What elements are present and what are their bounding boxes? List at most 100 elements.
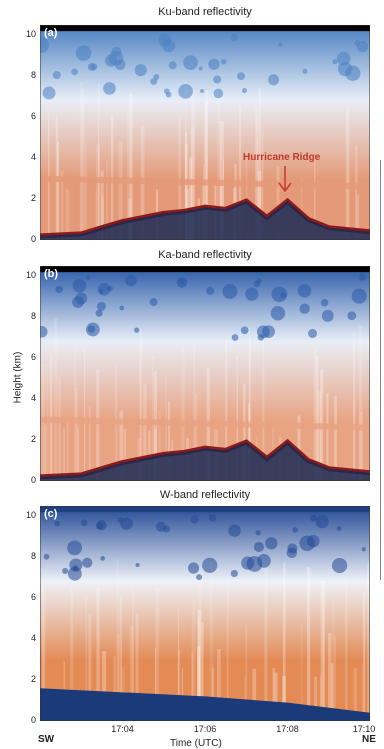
fall-streak <box>262 342 265 481</box>
y-tick-label: 8 <box>30 551 36 562</box>
terrain-fill <box>40 442 370 481</box>
y-tick-label: 4 <box>30 633 36 644</box>
echo-patch <box>257 334 265 341</box>
echo-patch <box>183 55 198 71</box>
echo-patch <box>331 557 348 574</box>
echo-patch <box>100 556 106 561</box>
echo-patch <box>310 514 318 522</box>
y-tick-label: 6 <box>30 352 36 363</box>
echo-patch <box>358 273 367 281</box>
y-tick-label: 6 <box>30 111 36 122</box>
melting-layer-line <box>40 416 370 431</box>
fall-streak <box>258 87 261 240</box>
fall-streak <box>245 625 248 721</box>
fall-streak <box>201 622 204 721</box>
fall-streak <box>205 90 209 240</box>
annotation-arrow-icon <box>278 166 292 193</box>
fall-streak <box>139 328 142 481</box>
echo-patch <box>125 274 137 287</box>
echo-patch <box>71 68 78 76</box>
fall-streak <box>194 393 198 481</box>
fall-streak <box>245 149 248 240</box>
echo-patch <box>237 72 246 81</box>
echo-patch <box>268 74 280 86</box>
echo-patch <box>332 59 338 65</box>
y-tick-label: 10 <box>25 29 36 40</box>
fall-streak <box>212 667 214 721</box>
echo-patch <box>62 567 69 575</box>
echo-patch <box>299 303 310 314</box>
fall-streak <box>61 170 64 240</box>
y-tick-label: 0 <box>30 475 36 485</box>
fall-streak <box>63 428 65 481</box>
y-tick-label: 0 <box>30 234 36 244</box>
fall-streak <box>127 107 129 240</box>
fall-streak <box>193 344 196 481</box>
fall-streak <box>236 356 238 481</box>
y-tick-label: 8 <box>30 311 36 322</box>
echo-patch <box>114 59 126 71</box>
echo-patch <box>134 64 147 77</box>
echo-patch <box>72 296 84 308</box>
adjacent-figure-edge <box>380 160 381 580</box>
echo-patch <box>85 275 91 281</box>
fall-streak <box>225 340 228 481</box>
fall-streak <box>119 410 124 481</box>
fall-streak <box>66 421 69 481</box>
fall-streak <box>165 376 167 481</box>
echo-patch <box>133 327 140 333</box>
echo-patch <box>270 306 286 321</box>
fall-streak <box>353 331 356 481</box>
x-tick-label: 17:10 <box>352 724 376 734</box>
fall-streak <box>244 676 246 721</box>
fall-streak <box>158 410 161 481</box>
fall-streak <box>185 79 187 240</box>
fall-streak <box>101 195 104 240</box>
fall-streak <box>191 599 196 721</box>
fall-streak <box>129 625 134 721</box>
y-tick-label: 2 <box>30 674 36 685</box>
fall-streak <box>119 596 123 721</box>
echo-patch <box>262 325 275 339</box>
echo-patch <box>196 574 203 581</box>
fall-streak <box>361 664 364 721</box>
panel-a-label: (a) <box>44 27 58 39</box>
fall-streak <box>248 328 251 481</box>
fall-streak <box>355 145 358 240</box>
fall-streak <box>41 585 45 721</box>
fall-streak <box>283 562 286 721</box>
echo-patch <box>80 519 88 527</box>
y-tick-label: 6 <box>30 592 36 603</box>
echo-patch <box>178 278 185 285</box>
panel-b-label: (b) <box>44 268 59 280</box>
echo-patch <box>255 530 261 536</box>
echo-patch <box>72 278 87 293</box>
w-band-panel: (c) <box>40 506 370 721</box>
fall-streak <box>153 371 158 481</box>
echo-patch <box>188 562 200 574</box>
fall-streak <box>168 401 170 481</box>
echo-patch <box>198 66 203 71</box>
fall-streak <box>274 672 278 721</box>
echo-patch <box>119 305 125 311</box>
x-tick-label: 17:04 <box>111 724 134 734</box>
y-tick-label: 8 <box>30 70 36 81</box>
echo-patch <box>213 88 224 99</box>
echo-patch <box>150 77 158 85</box>
fall-streak <box>256 137 259 240</box>
fall-streak <box>257 115 259 240</box>
fall-streak <box>330 662 334 721</box>
ku-band-plot <box>40 25 370 240</box>
reflectivity-field <box>40 266 370 481</box>
echo-patch <box>241 88 247 94</box>
fall-streak <box>222 159 225 240</box>
echo-patch <box>336 51 351 66</box>
fall-streak <box>118 141 123 240</box>
fall-streak <box>264 567 268 721</box>
y-tick-label: 2 <box>30 193 36 204</box>
fall-streak <box>353 401 355 481</box>
fall-streak <box>252 669 257 721</box>
fall-streak <box>181 345 185 481</box>
echo-patch <box>40 325 48 338</box>
terrain-fill <box>40 201 370 240</box>
